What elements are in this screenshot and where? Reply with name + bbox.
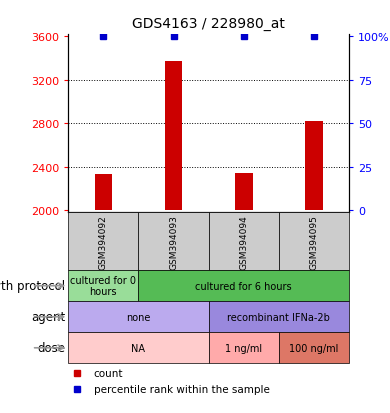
Text: none: none bbox=[126, 312, 151, 322]
Bar bbox=[68, 332, 209, 363]
Text: agent: agent bbox=[31, 311, 66, 323]
Bar bbox=[279, 213, 349, 271]
Bar bbox=[165, 62, 183, 211]
Text: GSM394094: GSM394094 bbox=[239, 214, 248, 269]
Bar bbox=[209, 213, 279, 271]
Bar bbox=[235, 174, 253, 211]
Bar bbox=[68, 301, 209, 332]
Text: dose: dose bbox=[37, 342, 66, 354]
Text: cultured for 0
hours: cultured for 0 hours bbox=[70, 275, 136, 297]
Bar bbox=[279, 332, 349, 363]
Text: cultured for 6 hours: cultured for 6 hours bbox=[195, 281, 292, 291]
Bar bbox=[209, 301, 349, 332]
Text: NA: NA bbox=[131, 343, 145, 353]
Title: GDS4163 / 228980_at: GDS4163 / 228980_at bbox=[132, 17, 285, 31]
Bar bbox=[94, 175, 112, 211]
Bar bbox=[305, 122, 323, 211]
Text: growth protocol: growth protocol bbox=[0, 280, 66, 292]
Bar bbox=[138, 271, 349, 301]
Text: 1 ng/ml: 1 ng/ml bbox=[225, 343, 262, 353]
Text: count: count bbox=[94, 368, 123, 378]
Text: 100 ng/ml: 100 ng/ml bbox=[289, 343, 339, 353]
Bar bbox=[68, 213, 138, 271]
Bar bbox=[138, 213, 209, 271]
Bar bbox=[68, 271, 138, 301]
Text: recombinant IFNa-2b: recombinant IFNa-2b bbox=[227, 312, 330, 322]
Text: GSM394092: GSM394092 bbox=[99, 214, 108, 269]
Text: GSM394095: GSM394095 bbox=[309, 214, 319, 269]
Text: percentile rank within the sample: percentile rank within the sample bbox=[94, 384, 269, 394]
Text: GSM394093: GSM394093 bbox=[169, 214, 178, 269]
Bar bbox=[209, 332, 279, 363]
